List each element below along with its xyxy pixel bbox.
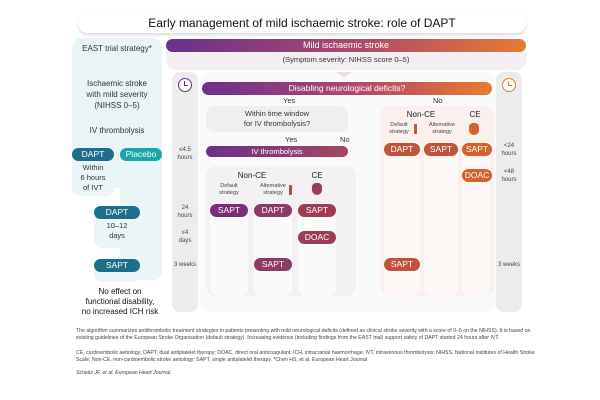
detail-line: Within xyxy=(82,163,104,172)
east-dapt2-detail: 10–12 days xyxy=(94,221,140,241)
alternative-strategy-label: Alternative strategy xyxy=(254,183,292,197)
window-yes-label: Yes xyxy=(285,135,298,144)
sapt-pill: SAPT xyxy=(254,258,292,271)
detail-line: of IVT xyxy=(82,183,103,192)
symptom-severity: (Symptom severity: NIHSS score 0–5) xyxy=(166,50,526,70)
iv-thrombolysis-bar: IV thrombolysis xyxy=(206,146,348,157)
subcolumn xyxy=(424,152,458,296)
label-line: Default xyxy=(220,183,238,189)
label-line: strategy xyxy=(389,129,409,135)
outcome-line: functional disability, xyxy=(85,297,155,306)
east-population-line: Ischaemic stroke xyxy=(86,79,148,88)
sapt-pill: SAPT xyxy=(462,143,492,156)
question-line: for IV thrombolysis? xyxy=(243,119,311,128)
subcolumn xyxy=(298,212,336,296)
footer-citation: Scheitz JF, et al. European Heart Journa… xyxy=(76,370,172,376)
sapt-pill: SAPT xyxy=(384,258,420,271)
east-dapt-detail: Within 6 hours of IVT xyxy=(72,163,114,193)
nonce-header: Non-CE xyxy=(406,110,436,119)
time-label: 3 weeks xyxy=(173,262,196,268)
doac-pill: DOAC xyxy=(298,231,336,244)
subcolumn xyxy=(384,152,420,296)
east-population: Ischaemic stroke with mild severity (NIH… xyxy=(72,78,162,111)
dapt-pill: DAPT xyxy=(254,204,292,217)
mild-stroke-bar: Mild ischaemic stroke xyxy=(166,39,526,52)
window-no-label: No xyxy=(340,135,350,144)
no-label: No xyxy=(433,96,443,105)
dapt-pill: DAPT xyxy=(384,143,420,156)
footer-summary: The algorithm summarizes antithrombotic … xyxy=(76,328,531,341)
clock-icon xyxy=(178,78,192,92)
detail-line: days xyxy=(109,231,125,240)
east-title: EAST trial strategy* xyxy=(82,44,152,53)
clock-icon xyxy=(502,78,516,92)
east-sapt-pill: SAPT xyxy=(94,259,140,272)
timeline-right xyxy=(496,72,522,312)
detail-line: 6 hours xyxy=(80,173,106,182)
time-label: ≤4.5 hours xyxy=(177,147,193,161)
alternative-strategy-label: Alternative strategy xyxy=(422,122,462,136)
disabling-deficits-question: Disabling neurological deficits? xyxy=(202,82,492,95)
sapt-pill: SAPT xyxy=(210,204,248,217)
time-label: <48 hours xyxy=(501,169,517,183)
yes-label: Yes xyxy=(283,96,296,105)
east-dapt-pill: DAPT xyxy=(72,148,114,161)
nonce-header: Non-CE xyxy=(237,171,267,180)
east-outcome: No effect on functional disability, no i… xyxy=(60,287,180,317)
page-title: Early management of mild ischaemic strok… xyxy=(78,13,526,33)
heart-icon xyxy=(469,123,479,135)
time-label: <24 hours xyxy=(501,143,517,157)
outcome-line: No effect on xyxy=(98,287,142,296)
warning-icon xyxy=(414,124,417,134)
time-label: ≤4 days xyxy=(178,230,192,244)
default-strategy-label: Default strategy xyxy=(384,122,414,136)
sapt-pill: SAPT xyxy=(424,143,458,156)
heart-icon xyxy=(312,183,322,195)
time-label: 24 hours xyxy=(177,205,193,219)
label-line: strategy xyxy=(219,190,239,196)
label-line: strategy xyxy=(263,190,283,196)
label-line: Default xyxy=(390,122,408,128)
subcolumn xyxy=(254,212,292,296)
ce-header: CE xyxy=(311,171,323,180)
east-dapt2-pill: DAPT xyxy=(94,206,140,219)
label-line: strategy xyxy=(432,129,452,135)
time-window-question: Within time window for IV thrombolysis? xyxy=(206,106,348,132)
subcolumn xyxy=(210,212,248,296)
ce-header: CE xyxy=(469,110,481,119)
doac-pill: DOAC xyxy=(462,169,492,182)
time-label: 3 weeks xyxy=(497,262,520,268)
warning-icon xyxy=(289,185,292,195)
east-population-line: with mild severity xyxy=(86,90,148,99)
east-intervention: IV thrombolysis xyxy=(89,126,145,135)
timeline-left xyxy=(172,72,198,312)
label-line: Alternative xyxy=(429,122,455,128)
east-population-line: (NIHSS 0–5) xyxy=(94,101,140,110)
arrow-down-icon xyxy=(336,72,352,78)
default-strategy-label: Default strategy xyxy=(210,183,248,197)
outcome-line: no increased ICH risk xyxy=(81,307,159,316)
detail-line: 10–12 xyxy=(106,221,128,230)
footer-abbreviations: CE, cardioembolic aetiology; DAPT, dual … xyxy=(76,350,535,363)
question-line: Within time window xyxy=(244,109,310,118)
label-line: Alternative xyxy=(260,183,286,189)
east-placebo-pill: Placebo xyxy=(120,148,162,161)
sapt-pill: SAPT xyxy=(298,204,336,217)
